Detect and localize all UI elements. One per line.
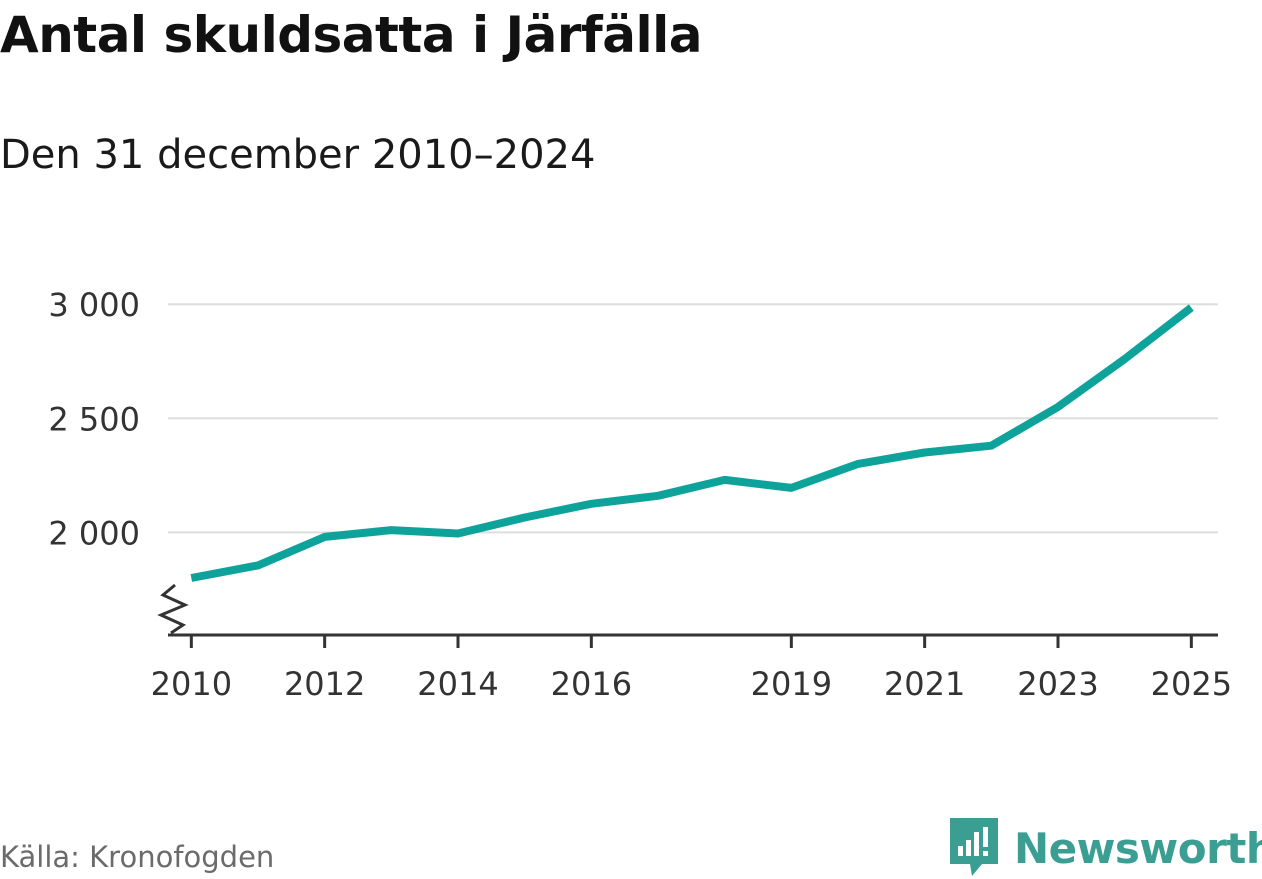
x-tick-label: 2019 [751, 665, 832, 703]
x-tick-label: 2016 [551, 665, 632, 703]
y-tick-label: 3 000 [48, 286, 140, 324]
x-tick-label: 2023 [1017, 665, 1098, 703]
y-tick-label: 2 000 [48, 514, 140, 552]
source-note: Källa: Kronofogden [0, 840, 275, 874]
x-tick-label: 2014 [417, 665, 498, 703]
x-tick-label: 2025 [1151, 665, 1232, 703]
x-tick-label: 2012 [284, 665, 365, 703]
x-tick-label: 2021 [884, 665, 965, 703]
y-axis-break-icon [157, 583, 189, 635]
series-line [190, 304, 1194, 582]
newsworthy-logo-icon [950, 818, 998, 876]
y-tick-label: 2 500 [48, 400, 140, 438]
brand-name: Newsworthy [1014, 823, 1262, 873]
x-tick-label: 2010 [151, 665, 232, 703]
chart-subtitle: Den 31 december 2010–2024 [0, 132, 596, 178]
chart-title: Antal skuldsatta i Järfälla [0, 6, 703, 64]
brand-logo: Newsworthy [950, 818, 1262, 878]
